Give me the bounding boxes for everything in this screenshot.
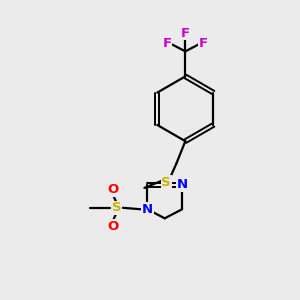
Text: O: O	[107, 220, 118, 232]
Text: F: F	[199, 37, 208, 50]
Text: F: F	[181, 27, 190, 40]
Text: N: N	[176, 178, 188, 191]
Text: O: O	[107, 183, 118, 196]
Text: F: F	[163, 37, 172, 50]
Text: N: N	[142, 203, 153, 216]
Text: S: S	[161, 176, 171, 189]
Text: S: S	[112, 201, 121, 214]
